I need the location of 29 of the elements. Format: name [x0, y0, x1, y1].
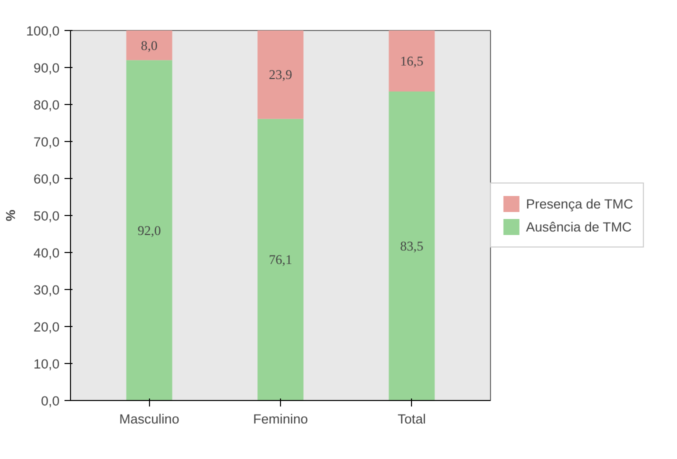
x-tick-label: Feminino — [253, 412, 308, 426]
data-label: 92,0 — [138, 222, 162, 238]
bar — [126, 60, 172, 400]
legend-label: Presença de TMC — [526, 196, 634, 211]
data-label: 16,5 — [400, 54, 424, 69]
bar — [126, 30, 172, 60]
bar — [388, 92, 435, 400]
x-tick-label: Total — [398, 412, 426, 426]
y-tick-label: 20,0 — [34, 320, 60, 334]
x-tick-label: Masculino — [119, 412, 180, 426]
data-label: 23,9 — [268, 67, 292, 82]
data-label: 83,5 — [400, 238, 424, 254]
y-tick-label: 90,0 — [34, 60, 60, 76]
bar — [388, 30, 435, 92]
y-tick-label: 100,0 — [26, 24, 60, 38]
bar — [258, 30, 304, 119]
y-tick-label: 40,0 — [34, 246, 60, 260]
y-axis-title: % — [3, 209, 18, 222]
data-label: 8,0 — [140, 38, 158, 53]
bar — [258, 118, 304, 400]
y-tick-label: 0,0 — [40, 394, 60, 408]
y-tick-label: 80,0 — [34, 98, 60, 112]
y-tick-label: 50,0 — [34, 208, 60, 224]
legend-label: Ausência de TMC — [526, 219, 632, 234]
y-tick-label: 10,0 — [34, 356, 60, 372]
y-tick-label: 70,0 — [34, 134, 60, 150]
y-tick-label: 30,0 — [34, 282, 60, 298]
data-label: 76,1 — [268, 252, 292, 268]
y-tick-label: 60,0 — [34, 172, 60, 186]
